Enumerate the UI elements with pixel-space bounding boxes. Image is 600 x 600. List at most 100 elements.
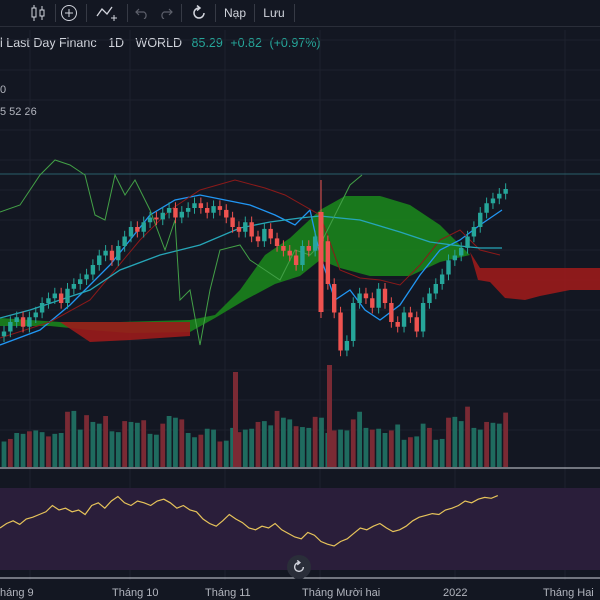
candle-body (274, 238, 280, 246)
indicator-legend-2: 5 52 26 (0, 106, 37, 118)
undo-icon[interactable] (132, 3, 152, 23)
candle-body (198, 203, 204, 208)
volume-bar (96, 423, 102, 467)
candle-body (382, 288, 388, 303)
add-compare-icon[interactable] (58, 3, 80, 23)
volume-bar (274, 410, 280, 467)
volume-bar (452, 416, 458, 467)
candle-body (122, 236, 127, 246)
volume-bar (249, 428, 255, 467)
candle-body (78, 279, 83, 284)
candle-body (401, 312, 407, 327)
reload-icon[interactable] (188, 3, 210, 23)
indicators-icon[interactable] (92, 3, 122, 23)
redo-icon[interactable] (156, 3, 176, 23)
candle-body (255, 236, 261, 242)
volume-bar (395, 424, 401, 467)
volume-bar (198, 434, 204, 467)
candles (1, 180, 508, 357)
candle-body (312, 236, 318, 251)
candle-body (160, 212, 165, 220)
candle-body (20, 317, 26, 327)
rsi-line (0, 495, 499, 547)
candle-body (52, 293, 57, 299)
candle-body (109, 250, 115, 261)
volume-bar (471, 427, 477, 467)
save-button[interactable]: Lưu (263, 6, 285, 20)
top-toolbar: Nạp Lưu (0, 0, 600, 27)
volume-bar (65, 411, 70, 467)
volume-bar (39, 432, 45, 467)
candle-body (459, 247, 464, 256)
volume-bar (388, 430, 394, 467)
candle-body (281, 246, 286, 251)
volume-bar (287, 419, 293, 467)
candle-body (27, 317, 32, 327)
candles-icon[interactable] (24, 3, 52, 23)
candle-body (97, 255, 102, 265)
volume-bar (217, 441, 223, 467)
candle-body (39, 303, 45, 313)
candle-body (71, 284, 77, 289)
candle-body (408, 312, 413, 318)
volume-bar (233, 372, 238, 467)
volume-bar (306, 427, 312, 467)
candle-body (135, 227, 140, 232)
volume-bar (293, 426, 299, 467)
candle-body (205, 208, 210, 213)
volume-bar (179, 419, 185, 467)
volume-bar (185, 433, 191, 467)
volume-bar (71, 410, 77, 467)
volume-bar (141, 420, 147, 467)
volume-bar (408, 437, 413, 467)
volume-bar (154, 434, 159, 467)
volume-bar (211, 429, 216, 467)
volume-bar (338, 429, 343, 467)
volume-bar (458, 421, 464, 467)
volume-bar (122, 421, 128, 467)
x-label-dec: Tháng Mười hai (302, 587, 381, 599)
candle-body (497, 193, 502, 199)
candle-body (287, 250, 292, 256)
candle-body (351, 303, 356, 341)
candle-body (446, 260, 451, 275)
volume-bar (33, 430, 39, 467)
volume-bar (204, 428, 210, 467)
candle-body (58, 293, 64, 303)
volume-bar (84, 415, 89, 467)
indicator-legend-1: 0 (0, 84, 7, 96)
candle-body (300, 246, 305, 265)
candle-body (14, 317, 19, 322)
candle-body (332, 284, 337, 313)
volume-bar (420, 423, 426, 467)
x-label-feb: Tháng Hai (543, 587, 594, 599)
volume-bar (300, 427, 305, 467)
candle-body (427, 293, 432, 303)
volume-bar (58, 433, 64, 467)
candle-body (395, 322, 400, 327)
candle-body (33, 312, 38, 318)
candle-body (293, 255, 299, 265)
volume-bar (382, 433, 388, 467)
candle-body (503, 189, 508, 194)
reset-chart-button[interactable] (287, 555, 311, 579)
candle-body (173, 208, 178, 218)
indicator-button[interactable]: Nạp (223, 6, 246, 20)
ichimoku-cloud (0, 196, 600, 342)
volume-bar (327, 365, 332, 467)
volume-bar (46, 436, 51, 467)
volume-bar (357, 411, 362, 467)
candle-body (370, 298, 375, 308)
cloud-bullish (0, 196, 470, 333)
volume-bar (465, 406, 470, 467)
candle-body (262, 228, 267, 242)
volume-bar (261, 421, 267, 467)
candle-body (357, 293, 362, 303)
volume-bar (77, 429, 83, 467)
conversion-line (0, 194, 503, 346)
candle-body (490, 198, 496, 204)
x-label-oct: Tháng 10 (112, 587, 159, 599)
candle-body (230, 217, 235, 227)
candle-body (268, 228, 273, 239)
